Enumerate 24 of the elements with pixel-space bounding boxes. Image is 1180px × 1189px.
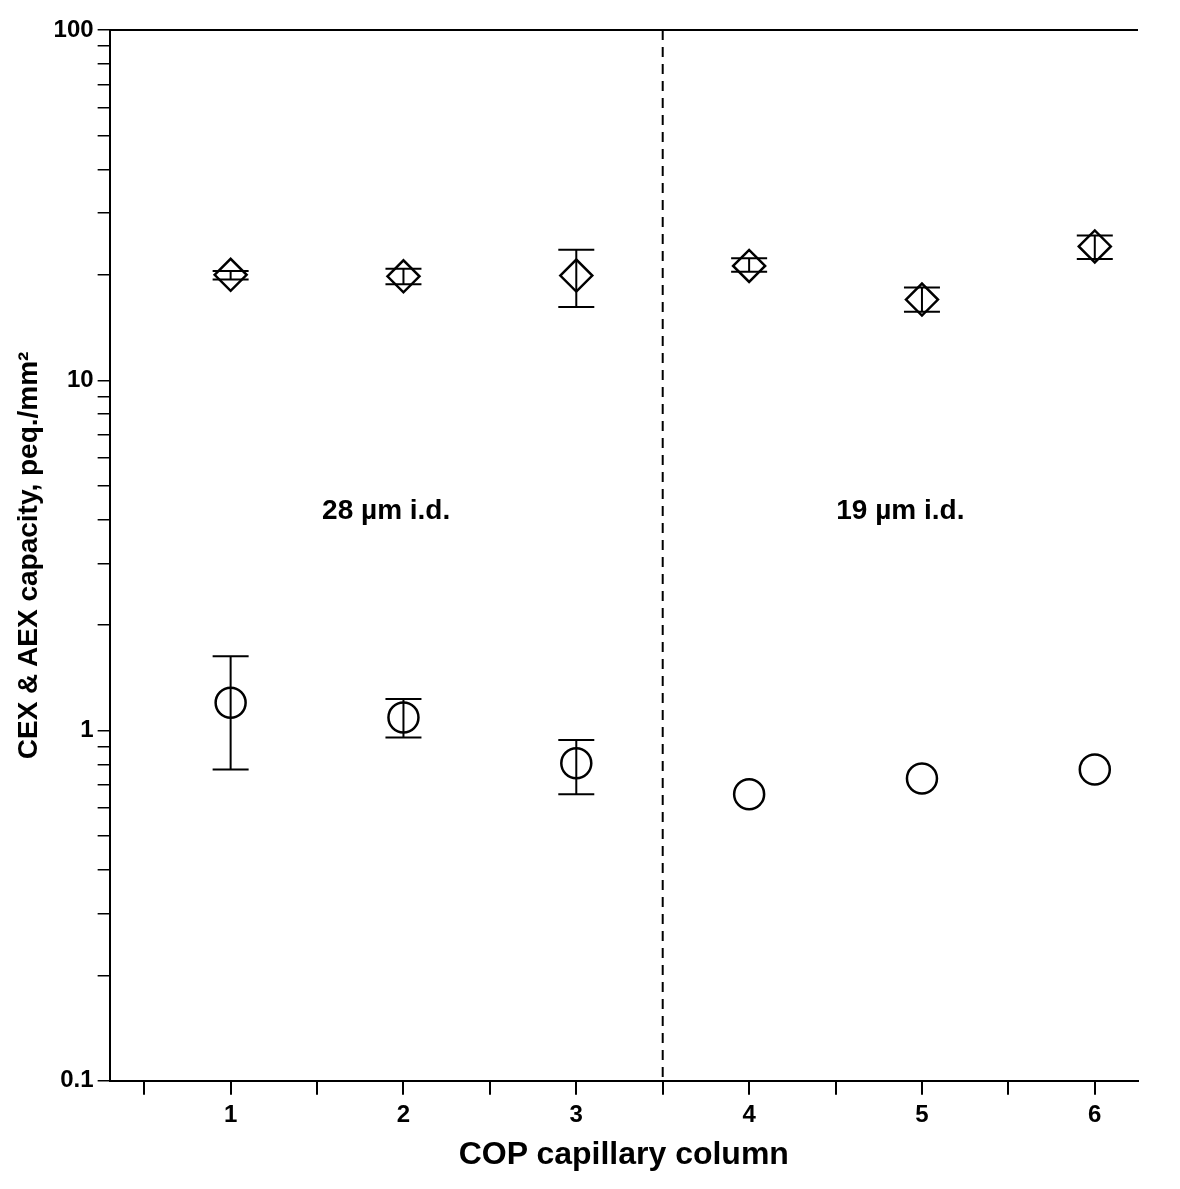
x-axis-title: COP capillary column xyxy=(458,1134,789,1171)
y-axis-title: CEX & AEX capacity, peq./mm² xyxy=(11,351,43,760)
point xyxy=(1077,229,1113,264)
point xyxy=(732,777,766,811)
x-tick-label: 1 xyxy=(223,1099,238,1127)
x-tick-label: 3 xyxy=(569,1099,583,1127)
annotation: 19 µm i.d. xyxy=(836,493,965,525)
point xyxy=(386,259,421,294)
x-tick-label: 6 xyxy=(1088,1099,1102,1127)
point xyxy=(560,747,593,780)
y-tick-label: 10 xyxy=(66,364,94,392)
annotation: 28 µm i.d. xyxy=(322,493,451,525)
x-tick-label: 4 xyxy=(742,1099,757,1127)
point xyxy=(214,686,247,720)
y-tick-label: 1 xyxy=(80,715,94,743)
point xyxy=(559,258,594,293)
x-tick-label: 2 xyxy=(396,1099,411,1127)
x-tick-label: 5 xyxy=(915,1099,929,1127)
y-tick-label: 0.1 xyxy=(60,1065,94,1093)
y-tick-label: 100 xyxy=(53,14,94,42)
point xyxy=(1078,753,1112,786)
point xyxy=(905,762,939,795)
point xyxy=(731,248,767,284)
point xyxy=(213,257,248,293)
